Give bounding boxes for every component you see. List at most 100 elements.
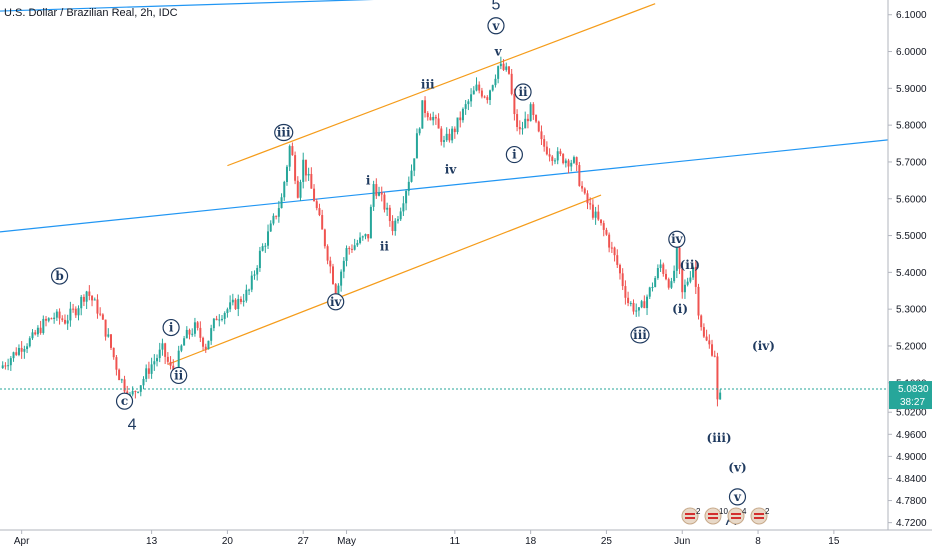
candle-body: [396, 219, 399, 221]
event-badge[interactable]: 2: [750, 507, 770, 525]
candle-body: [386, 207, 389, 210]
event-badge[interactable]: 4: [727, 507, 747, 525]
candle-body: [158, 349, 161, 359]
wave-label[interactable]: 5: [492, 0, 501, 14]
candle-body: [445, 133, 448, 141]
flag-stripe: [708, 513, 718, 515]
wave-label[interactable]: c: [115, 392, 134, 410]
candle-body: [196, 322, 199, 328]
candle-body: [616, 255, 619, 265]
wave-label[interactable]: iv: [668, 230, 686, 248]
wave-label[interactable]: v: [494, 45, 503, 59]
price-tick-label: 5.0200: [896, 408, 927, 419]
wave-label[interactable]: i: [505, 145, 523, 164]
candle-body: [242, 300, 245, 302]
price-tick-label: 5.8000: [896, 121, 927, 132]
candle-body: [4, 365, 7, 367]
time-tick-label: 25: [601, 536, 613, 547]
candle-body: [483, 96, 486, 98]
candle-body: [96, 299, 99, 314]
candle-body: [323, 229, 326, 247]
candle-body: [229, 302, 232, 310]
wave-label[interactable]: b: [50, 267, 69, 285]
trendline-orange-lower[interactable]: [167, 194, 602, 365]
wave-label[interactable]: (v): [728, 460, 746, 474]
candle-body: [345, 248, 348, 261]
candle-body: [673, 270, 676, 282]
flag-stripe: [685, 517, 695, 519]
wave-label[interactable]: iii: [630, 326, 650, 344]
candle-body: [12, 352, 15, 359]
wave-label[interactable]: (ii): [680, 258, 700, 272]
wave-label[interactable]: v: [728, 488, 747, 506]
trendline-blue-upper[interactable]: [0, 0, 709, 12]
trendline-layer: [0, 0, 889, 365]
candle-body: [123, 379, 126, 392]
wave-label[interactable]: v: [487, 17, 505, 35]
wave-label[interactable]: (iv): [752, 339, 775, 353]
candle-body: [586, 193, 589, 204]
price-tick-label: 5.2000: [896, 341, 927, 352]
candle-body: [231, 299, 234, 303]
wave-label[interactable]: iv: [445, 162, 458, 176]
candle-body: [632, 302, 635, 312]
candle-body: [280, 197, 283, 209]
candle-body: [694, 266, 697, 287]
candle-body: [711, 344, 714, 356]
candle-body: [332, 266, 334, 285]
candle-body: [261, 246, 264, 251]
candle-body: [80, 296, 83, 309]
trendline-blue-lower[interactable]: [0, 139, 889, 233]
candle-body: [20, 347, 23, 352]
candle-body: [142, 378, 145, 386]
candle-body: [88, 291, 91, 296]
candle-body: [277, 208, 280, 217]
wave-label[interactable]: iii: [421, 78, 435, 92]
candle-body: [510, 73, 513, 94]
candle-body: [526, 118, 529, 122]
wave-label[interactable]: (iii): [707, 431, 732, 445]
candle-body: [348, 248, 351, 250]
candle-body: [156, 358, 159, 362]
time-tick-label: 20: [222, 536, 234, 547]
candle-body: [464, 104, 467, 109]
candle-body: [202, 337, 205, 347]
bar-countdown: 38:27: [900, 397, 925, 408]
wave-label[interactable]: (i): [672, 302, 688, 316]
wave-label-circle: [115, 392, 134, 410]
candle-body: [665, 273, 667, 280]
wave-label[interactable]: i: [366, 173, 371, 187]
wave-label[interactable]: ii: [380, 240, 390, 254]
event-badge[interactable]: 10: [704, 507, 728, 525]
price-axis[interactable]: 4.72004.78004.84004.90004.96005.02005.10…: [888, 10, 927, 529]
candle-body: [470, 94, 473, 102]
candle-body: [489, 90, 492, 100]
candle-body: [66, 320, 69, 324]
candle-body: [659, 264, 662, 269]
candle-body: [562, 153, 565, 164]
wave-label[interactable]: ii: [514, 83, 532, 101]
event-badge[interactable]: 2: [681, 507, 701, 525]
wave-label[interactable]: iii: [274, 123, 294, 142]
time-axis[interactable]: Apr 13 20 27 May 11 18 25 Jun 8 15: [14, 530, 840, 547]
candle-body: [375, 184, 378, 196]
candle-body: [497, 66, 500, 79]
candle-body: [350, 248, 353, 250]
price-tick-label: 5.9000: [896, 84, 927, 95]
trendline-orange-upper[interactable]: [227, 3, 656, 167]
candle-body: [681, 268, 684, 293]
wave-label[interactable]: 4: [128, 416, 137, 433]
candle-body: [34, 332, 37, 335]
candle-body: [572, 157, 575, 163]
wave-label[interactable]: i: [162, 318, 180, 337]
candle-body: [407, 181, 410, 191]
candle-body: [367, 234, 370, 239]
wave-label[interactable]: iv: [327, 293, 345, 311]
candle-body: [472, 90, 475, 95]
candle-body: [245, 289, 248, 301]
candle-body: [518, 127, 521, 130]
candle-body: [82, 296, 85, 302]
wave-label[interactable]: ii: [170, 366, 188, 385]
candle-body: [9, 358, 12, 366]
